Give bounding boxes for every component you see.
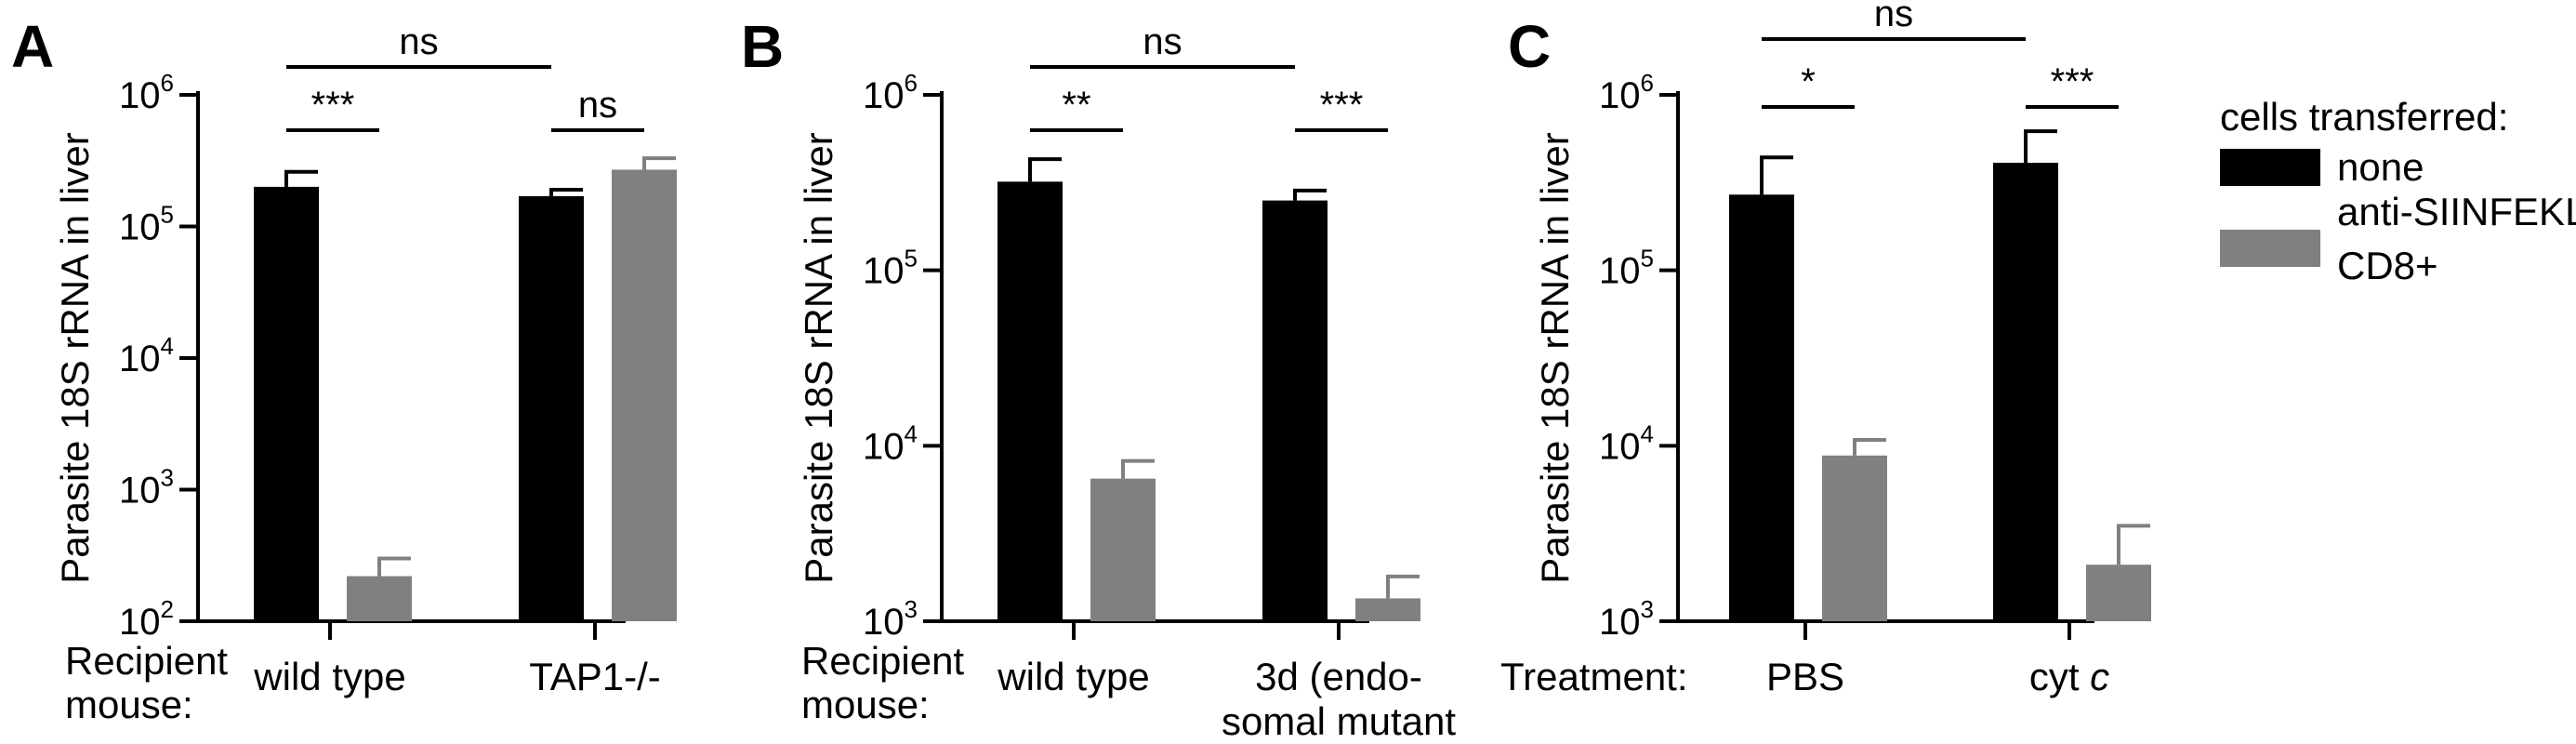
legend-label: none [2337,145,2424,189]
bar-none [254,186,319,622]
x-axis-caption: mouse: [801,683,930,726]
bar-cd8 [1355,598,1420,621]
x-axis-caption: Recipient [801,639,964,683]
bar-none [519,195,584,621]
panel-letter: A [11,13,54,80]
bar-cd8 [2086,565,2151,621]
bar-cd8 [612,169,677,621]
significance-label: ns [1874,0,1913,34]
y-tick-label: 104 [1599,419,1654,467]
legend-label: anti-SIINFEKL [2337,190,2576,233]
significance-label: * [1801,61,1816,102]
x-axis-caption: Treatment: [1500,655,1688,698]
legend-label: CD8+ [2337,244,2438,287]
y-axis-label: Parasite 18S rRNA in liver [797,132,840,584]
panel-a: A Parasite 18S rRNA in liver 102 103 104 105 1… [11,13,677,726]
significance-label: *** [311,85,355,126]
y-tick-label: 103 [119,464,174,512]
y-tick-label: 104 [119,332,174,379]
y-tick-label: 105 [863,245,918,292]
panel-letter: C [1508,13,1551,80]
legend-swatch [2220,230,2320,267]
significance-label: ns [399,21,438,62]
legend-swatch [2220,149,2320,186]
significance-label: ** [1062,85,1090,126]
legend-title: cells transferred: [2220,95,2508,139]
significance-label: ns [1143,21,1182,62]
bar-cd8 [1090,478,1156,621]
x-axis-caption: mouse: [65,683,193,726]
category-label: PBS [1766,655,1844,698]
category-label: somal mutant [1222,699,1456,743]
y-axis-label: Parasite 18S rRNA in liver [53,132,97,584]
bar-cd8 [1822,455,1887,621]
y-tick-label: 104 [863,419,918,467]
y-tick-label: 106 [1599,69,1654,116]
category-label: wild type [997,655,1149,698]
significance-label: *** [2051,61,2094,102]
bar-cd8 [347,576,412,621]
y-tick-label: 106 [863,69,918,116]
x-axis-caption: Recipient [65,639,228,683]
y-tick-label: 102 [119,595,174,643]
bar-none [1993,163,2058,621]
y-tick-label: 105 [119,201,174,248]
y-tick-label: 103 [863,595,918,643]
significance-label: ns [578,85,617,126]
category-label: wild type [253,655,405,698]
category-label: 3d (endo- [1255,655,1422,698]
y-tick-label: 103 [1599,595,1654,643]
y-tick-label: 106 [119,69,174,116]
panel-b: B Parasite 18S rRNA in liver 103 104 105 106 *… [741,13,1456,743]
y-tick-label: 105 [1599,245,1654,292]
y-axis-label: Parasite 18S rRNA in liver [1533,132,1577,584]
panel-c: C Parasite 18S rRNA in liver 103 104 105 106 *… [1500,0,2151,698]
bar-none [1729,194,1794,621]
significance-label: *** [1320,85,1364,126]
category-label: cyt c [2029,655,2109,698]
category-label: TAP1-/- [529,655,661,698]
bar-none [1262,200,1328,621]
panel-letter: B [741,13,784,80]
bar-none [997,181,1063,622]
